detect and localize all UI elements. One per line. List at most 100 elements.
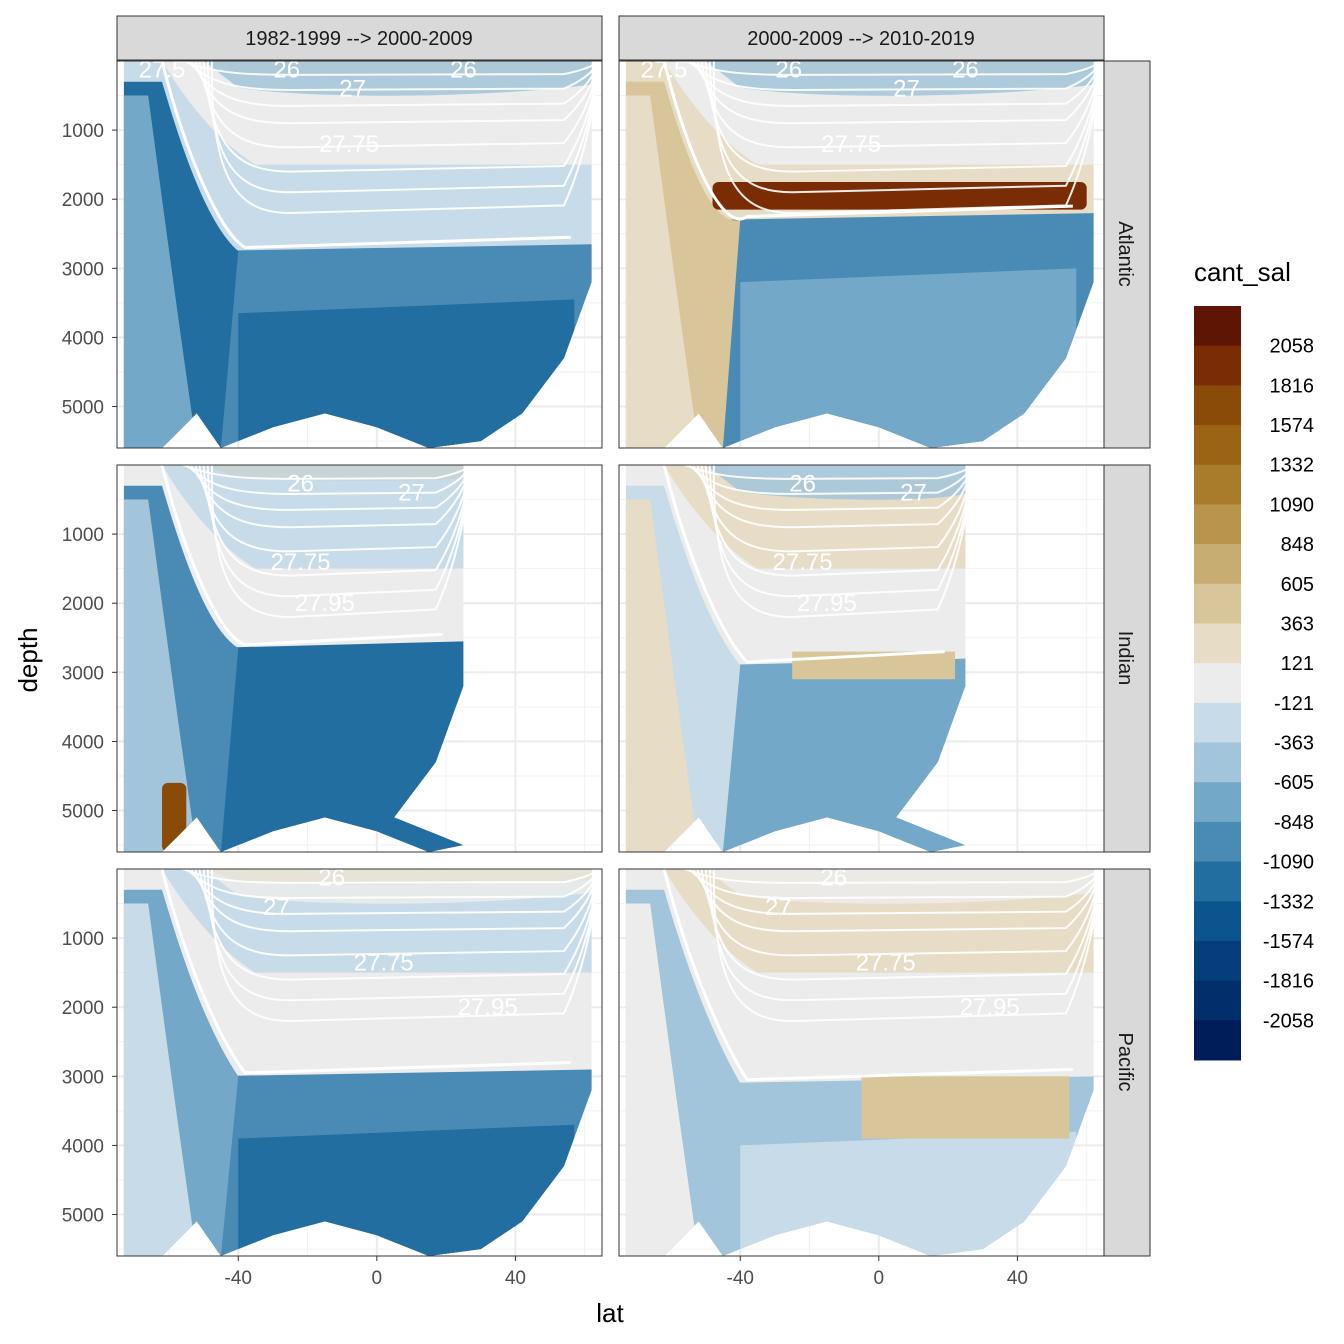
isopycnal-line (182, 61, 596, 76)
isopycnal-label: 27.95 (295, 590, 355, 617)
panel-indian-2: 26 27 27.75 27.95 (618, 464, 1105, 853)
isopycnal-line-bold (160, 465, 443, 647)
anomaly-hotspot (712, 181, 1087, 210)
isopycnal-line (210, 465, 468, 619)
abyssal-water-mass (238, 696, 447, 852)
y-tick-label: 5000 (62, 802, 104, 823)
legend-swatch (1194, 980, 1241, 1021)
panel-indian-1: 26 27 27.75 27.95 (116, 464, 603, 853)
legend-swatch (1194, 702, 1241, 744)
isopycnal-line-bold (160, 61, 571, 250)
panel-contours: 26 27 27.75 27.95 (625, 465, 970, 852)
panel-border (116, 464, 603, 853)
southern-wall-core (625, 499, 699, 852)
surface-layer (677, 61, 1094, 96)
isopycnal-line-bold (662, 465, 945, 664)
y-tick-label: 3000 (62, 259, 104, 280)
panel-contours: 26 27 27.75 27.95 (123, 864, 597, 1256)
legend-swatch (1194, 504, 1241, 545)
legend-break-label: -2058 (1263, 1010, 1314, 1032)
isopycnal-label: 26 (952, 56, 979, 83)
southern-wall-core (123, 95, 197, 448)
isopycnal-line-bold (662, 61, 1073, 221)
x-tick-label: 0 (372, 1268, 383, 1289)
legend-swatch (1194, 425, 1241, 466)
panel-pacific-2: 26 27 27.75 27.95 (618, 864, 1105, 1257)
y-tick-label: 2000 (62, 190, 104, 211)
isopycnal-label: 27.5 (139, 56, 186, 83)
isopycnal-lines (662, 465, 970, 664)
isopycnal-label: 27.95 (797, 590, 857, 617)
isopycnal-label: 27.75 (773, 549, 833, 576)
isopycnal-label: 27.75 (319, 131, 379, 158)
isopycnal-label: 27 (765, 894, 792, 921)
legend-colorbar (1194, 306, 1241, 1061)
legend-break-label: 1816 (1270, 375, 1315, 397)
strip-row-pacific (1103, 868, 1151, 1257)
strip-row-pacific-label: Pacific (1114, 1033, 1136, 1092)
isopycnal-labels: 26 27 27.75 27.95 (271, 471, 425, 618)
isopycnal-label: 26 (273, 56, 300, 83)
isopycnal-lines (662, 869, 1099, 1082)
y-tick-label: 1000 (62, 929, 104, 950)
legend-break-label: -848 (1274, 812, 1314, 834)
x-tick-label: -40 (727, 1268, 754, 1289)
strip-col-1 (116, 15, 603, 61)
southern-wall-core (625, 903, 699, 1256)
legend-break-label: 1332 (1270, 455, 1315, 477)
x-tick-label: 40 (505, 1268, 526, 1289)
isopycnal-label: 26 (820, 864, 847, 891)
panel-pacific-1: 26 27 27.75 27.95 (116, 864, 603, 1257)
legend-break-label: 2058 (1270, 336, 1315, 358)
anomaly-band (861, 1076, 1070, 1139)
legend-swatch (1194, 782, 1241, 823)
legend-swatch (1194, 623, 1241, 664)
x-axis-title: lat (596, 1298, 624, 1328)
isopycnal-line (712, 61, 1099, 215)
y-tick-label: 1000 (62, 525, 104, 546)
surface-layer (175, 465, 464, 500)
legend: cant_sal 2058 1816 1574 1332 1090 848 605 363 12… (1194, 257, 1314, 1061)
legend-swatch (1194, 544, 1241, 585)
strip-row-atlantic-label: Atlantic (1114, 221, 1136, 287)
isopycnal-label: 27.95 (960, 994, 1020, 1021)
legend-labels: 2058 1816 1574 1332 1090 848 605 363 121 -121 -363… (1263, 336, 1314, 1033)
strip-col-2-label: 2000-2009 --> 2010-2019 (747, 28, 974, 50)
isopycnal-label: 27.75 (354, 949, 414, 976)
legend-swatch (1194, 663, 1241, 704)
legend-break-label: -605 (1274, 772, 1314, 794)
isopycnal-label: 27.5 (641, 56, 688, 83)
isopycnal-label: 27 (893, 76, 920, 103)
y-tick-label: 1000 (62, 121, 104, 142)
panel-border (116, 868, 603, 1257)
y-tick-label: 4000 (62, 732, 104, 753)
isopycnal-label: 26 (775, 56, 802, 83)
y-tick-label: 5000 (62, 1206, 104, 1227)
isopycnal-label: 26 (318, 864, 345, 891)
legend-swatch (1194, 345, 1241, 386)
surface-layer (175, 869, 592, 904)
panel-contours: 27.5 26 26 27 27.75 (625, 56, 1099, 448)
legend-swatch (1194, 583, 1241, 624)
abyssal-water-mass (740, 268, 1077, 448)
southern-wall-core (625, 95, 699, 448)
legend-swatch (1194, 306, 1241, 347)
isopycnal-label: 27 (398, 480, 425, 507)
isopycnal-line (684, 61, 1098, 76)
isopycnal-label: 27 (339, 76, 366, 103)
legend-swatch (1194, 821, 1241, 863)
isopycnal-labels: 26 27 27.75 27.95 (765, 864, 1020, 1021)
x-tick-label: 0 (874, 1268, 885, 1289)
y-tick-label: 3000 (62, 1067, 104, 1088)
isopycnal-lines (160, 61, 597, 250)
panel-contours: 27.5 26 26 27 27.75 (123, 56, 597, 448)
x-axes: -40 0 40 -40 0 40 (225, 1256, 1028, 1289)
legend-break-label: -121 (1274, 693, 1314, 715)
isopycnal-label: 26 (287, 471, 314, 498)
surface-layer (677, 465, 966, 500)
legend-swatch (1194, 385, 1241, 426)
isopycnal-labels: 26 27 27.75 27.95 (773, 471, 927, 618)
ocean-fill (625, 61, 1094, 448)
